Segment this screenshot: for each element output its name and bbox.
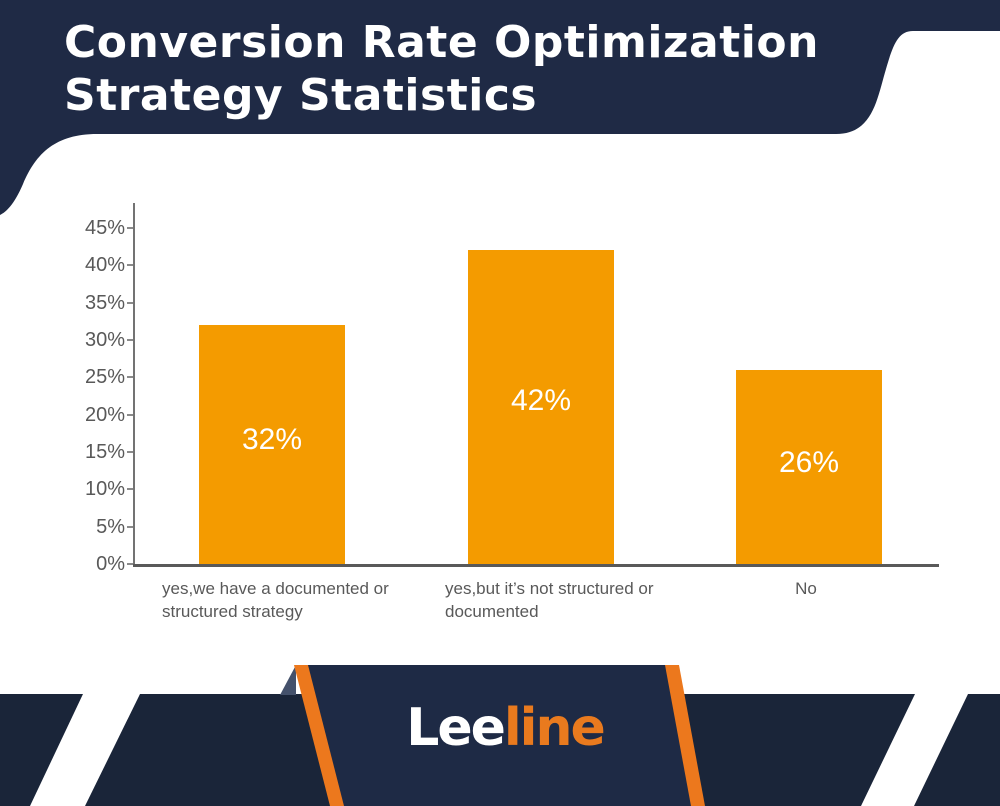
footer-left-slash bbox=[30, 694, 140, 806]
logo-text-line: line bbox=[503, 698, 606, 758]
bar-value-label: 26% bbox=[778, 446, 840, 480]
footer-fold-triangle bbox=[280, 665, 296, 695]
footer-right-slash bbox=[861, 694, 968, 806]
x-axis-line bbox=[133, 564, 939, 567]
y-axis-line bbox=[133, 203, 135, 566]
logo-text-lee: Lee bbox=[406, 698, 506, 758]
footer-right-stripe bbox=[665, 665, 705, 806]
y-tick-label: 45% bbox=[84, 216, 125, 239]
y-tick-mark bbox=[127, 226, 133, 229]
y-tick-label: 20% bbox=[84, 403, 125, 426]
y-tick-mark bbox=[127, 413, 133, 416]
bar-2: 26% bbox=[736, 370, 882, 564]
header-banner-shape bbox=[0, 0, 1000, 215]
y-tick-label: 5% bbox=[96, 515, 125, 538]
y-tick-label: 10% bbox=[84, 478, 125, 501]
y-tick-mark bbox=[127, 338, 133, 341]
bar-value-label: 32% bbox=[241, 422, 303, 456]
page-title-line1: Conversion Rate Optimization bbox=[64, 17, 819, 68]
footer-logo-plate bbox=[298, 665, 703, 806]
y-tick-label: 25% bbox=[84, 366, 125, 389]
x-tick-label: yes,we have a documented or structured s… bbox=[162, 579, 389, 621]
y-tick-label: 0% bbox=[96, 553, 125, 575]
y-tick-mark bbox=[127, 563, 133, 565]
bar-value-label: 42% bbox=[510, 383, 572, 417]
page-title-line2: Strategy Statistics bbox=[64, 70, 538, 121]
y-tick-mark bbox=[127, 488, 133, 491]
y-tick-mark bbox=[127, 301, 133, 304]
header-banner bbox=[0, 0, 1000, 215]
page-title: Conversion Rate Optimization Strategy St… bbox=[64, 16, 924, 122]
footer-left-stripe bbox=[294, 665, 344, 806]
y-tick-label: 35% bbox=[84, 291, 125, 314]
y-tick-mark bbox=[127, 525, 133, 528]
bar-1: 42% bbox=[468, 250, 614, 564]
bar-0: 32% bbox=[199, 325, 345, 564]
x-tick-label: yes,but it’s not structured or documente… bbox=[445, 579, 654, 621]
y-tick-label: 40% bbox=[84, 254, 125, 277]
y-tick-label: 15% bbox=[84, 440, 125, 463]
y-tick-mark bbox=[127, 264, 133, 267]
leeline-logo: Leeline bbox=[395, 698, 615, 758]
y-tick-mark bbox=[127, 376, 133, 379]
bar-chart: 0% 5% 10% 15% 20% 25% 30% 35% 40% 45% 32% 42% 26% y… bbox=[84, 203, 939, 621]
footer-ribbon-shape bbox=[0, 665, 1000, 806]
x-tick-label: No bbox=[795, 579, 817, 598]
y-tick-mark bbox=[127, 450, 133, 453]
y-tick-label: 30% bbox=[84, 328, 125, 351]
